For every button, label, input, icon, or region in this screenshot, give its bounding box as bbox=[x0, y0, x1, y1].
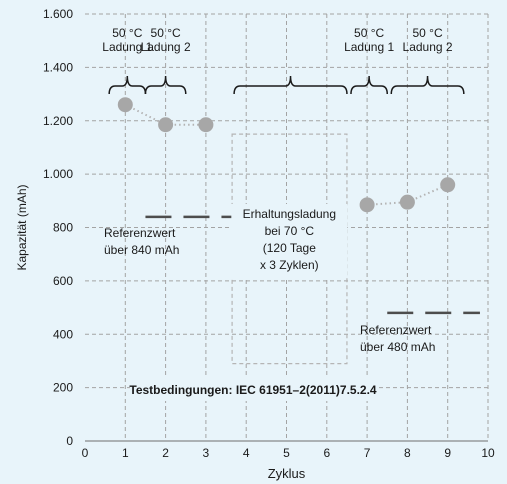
bracket-label: 50 °C bbox=[412, 26, 442, 40]
data-point bbox=[440, 177, 456, 193]
bracket-label: Ladung 1 bbox=[102, 40, 152, 54]
curly-bracket bbox=[390, 75, 465, 95]
data-point bbox=[117, 97, 133, 113]
bracket-label: 50 °C bbox=[354, 26, 384, 40]
axis-tick-labels: 0 200 400 600 800 1.000 1.200 1.400 1.600 0 1 2 3 4 5 6… bbox=[43, 7, 495, 460]
reference-label: über 480 mAh bbox=[360, 340, 435, 354]
x-axis-label: Zyklus bbox=[268, 466, 306, 481]
series-connector bbox=[124, 103, 206, 126]
curly-bracket bbox=[108, 75, 147, 95]
test-conditions-background bbox=[130, 377, 376, 401]
y-tick-label: 0 bbox=[66, 434, 73, 448]
curly-bracket bbox=[144, 75, 187, 95]
annotations: Erhaltungsladung bei 70 °C (120 Tage x 3 Zy… bbox=[129, 204, 377, 401]
maintenance-label-background bbox=[231, 204, 348, 278]
curly-bracket bbox=[233, 75, 348, 95]
bracket-label: Ladung 1 bbox=[344, 40, 394, 54]
data-point bbox=[359, 197, 375, 213]
x-tick-label: 0 bbox=[82, 446, 89, 460]
x-tick-label: 9 bbox=[444, 446, 451, 460]
y-tick-label: 1.200 bbox=[43, 114, 73, 128]
reference-label: Referenzwert bbox=[360, 323, 432, 337]
bracket-label: 50 °C bbox=[112, 26, 142, 40]
reference-label: Referenzwert bbox=[104, 226, 176, 240]
maintenance-label: (120 Tage bbox=[263, 241, 316, 255]
x-tick-label: 2 bbox=[162, 446, 169, 460]
test-conditions-label: Testbedingungen: IEC 61951–2(2011)7.5.2.… bbox=[129, 383, 377, 397]
bracket-label: 50 °C bbox=[151, 26, 181, 40]
y-tick-label: 600 bbox=[53, 274, 73, 288]
data-point bbox=[158, 117, 174, 133]
x-tick-label: 8 bbox=[404, 446, 411, 460]
x-tick-label: 10 bbox=[481, 446, 495, 460]
y-tick-label: 400 bbox=[53, 327, 73, 341]
y-tick-label: 1.400 bbox=[43, 60, 73, 74]
y-tick-label: 200 bbox=[53, 381, 73, 395]
data-series bbox=[117, 97, 456, 213]
maintenance-label: Erhaltungsladung bbox=[243, 207, 336, 221]
data-point bbox=[399, 194, 415, 210]
x-tick-label: 5 bbox=[283, 446, 290, 460]
maintenance-label: bei 70 °C bbox=[265, 224, 315, 238]
y-axis-label: Kapazität (mAh) bbox=[15, 184, 29, 270]
maintenance-label: x 3 Zyklen) bbox=[260, 258, 319, 272]
x-tick-label: 7 bbox=[364, 446, 371, 460]
x-tick-label: 4 bbox=[243, 446, 250, 460]
reference-label: über 840 mAh bbox=[104, 243, 179, 257]
bracket-label: Ladung 2 bbox=[141, 40, 191, 54]
curly-bracket bbox=[350, 75, 388, 95]
bracket-label: Ladung 2 bbox=[403, 40, 453, 54]
x-tick-label: 3 bbox=[203, 446, 210, 460]
y-tick-label: 800 bbox=[53, 221, 73, 235]
data-point bbox=[198, 117, 214, 133]
maintenance-period-box bbox=[231, 133, 348, 365]
x-tick-label: 1 bbox=[122, 446, 129, 460]
x-tick-label: 6 bbox=[323, 446, 330, 460]
y-tick-label: 1.000 bbox=[43, 167, 73, 181]
y-tick-label: 1.600 bbox=[43, 7, 73, 21]
